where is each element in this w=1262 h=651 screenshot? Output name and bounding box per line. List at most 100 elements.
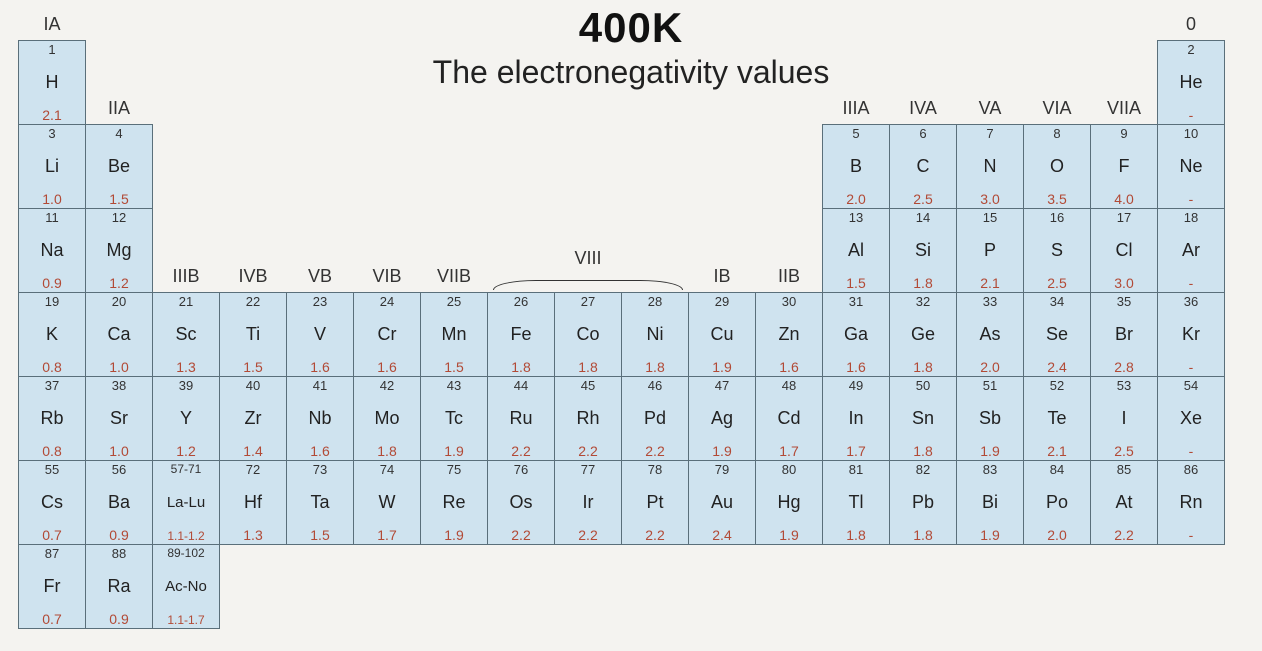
element-cell-sb: 51Sb1.9 xyxy=(956,376,1024,461)
element-symbol: C xyxy=(917,157,930,176)
atomic-number: 13 xyxy=(849,211,863,225)
element-cell-p: 15P2.1 xyxy=(956,208,1024,293)
electronegativity-value: - xyxy=(1189,276,1194,291)
element-symbol: Hg xyxy=(777,493,800,512)
element-symbol: Tl xyxy=(849,493,864,512)
electronegativity-value: 2.0 xyxy=(1047,528,1066,543)
element-cell-sc: 21Sc1.3 xyxy=(152,292,220,377)
group-label-ia: IA xyxy=(18,14,86,44)
atomic-number: 51 xyxy=(983,379,997,393)
element-symbol: Nb xyxy=(308,409,331,428)
element-cell-ra: 88Ra0.9 xyxy=(85,544,153,629)
atomic-number: 52 xyxy=(1050,379,1064,393)
element-symbol: Os xyxy=(509,493,532,512)
electronegativity-value: 2.1 xyxy=(42,108,61,123)
electronegativity-value: 0.9 xyxy=(42,276,61,291)
element-cell-ti: 22Ti1.5 xyxy=(219,292,287,377)
electronegativity-value: 1.1-1.7 xyxy=(167,614,204,627)
element-cell-ac-no: 89-102Ac-No1.1-1.7 xyxy=(152,544,220,629)
electronegativity-value: 1.9 xyxy=(712,444,731,459)
atomic-number: 84 xyxy=(1050,463,1064,477)
electronegativity-value: 2.5 xyxy=(1047,276,1066,291)
element-symbol: O xyxy=(1050,157,1064,176)
element-cell-cs: 55Cs0.7 xyxy=(18,460,86,545)
element-symbol: Mg xyxy=(106,241,131,260)
atomic-number: 83 xyxy=(983,463,997,477)
electronegativity-value: 1.0 xyxy=(109,444,128,459)
element-symbol: Mn xyxy=(441,325,466,344)
element-symbol: Xe xyxy=(1180,409,1202,428)
element-cell-ta: 73Ta1.5 xyxy=(286,460,354,545)
group-label-viib: VIIB xyxy=(420,266,488,296)
element-cell-ne: 10Ne- xyxy=(1157,124,1225,209)
element-symbol: Ga xyxy=(844,325,868,344)
element-cell-po: 84 Po 2.0 xyxy=(1023,460,1091,545)
electronegativity-value: 2.1 xyxy=(980,276,999,291)
element-cell-v: 23V1.6 xyxy=(286,292,354,377)
atomic-number: 77 xyxy=(581,463,595,477)
atomic-number: 81 xyxy=(849,463,863,477)
element-cell-ge: 32Ge1.8 xyxy=(889,292,957,377)
element-symbol: Ar xyxy=(1182,241,1200,260)
element-cell-zn: 30Zn1.6 xyxy=(755,292,823,377)
element-cell-kr: 36Kr- xyxy=(1157,292,1225,377)
element-cell-cd: 48Cd1.7 xyxy=(755,376,823,461)
element-symbol: Br xyxy=(1115,325,1133,344)
atomic-number: 37 xyxy=(45,379,59,393)
element-cell-ar: 18Ar- xyxy=(1157,208,1225,293)
element-cell-f: 9F4.0 xyxy=(1090,124,1158,209)
electronegativity-value: 2.2 xyxy=(1114,528,1133,543)
group-label-iiib: IIIB xyxy=(152,266,220,296)
electronegativity-value: 1.9 xyxy=(712,360,731,375)
atomic-number: 45 xyxy=(581,379,595,393)
electronegativity-value: 1.8 xyxy=(913,528,932,543)
element-cell-cl: 17Cl3.0 xyxy=(1090,208,1158,293)
atomic-number: 24 xyxy=(380,295,394,309)
element-symbol: S xyxy=(1051,241,1063,260)
atomic-number: 22 xyxy=(246,295,260,309)
element-symbol: Po xyxy=(1046,493,1068,512)
electronegativity-value: 1.9 xyxy=(980,528,999,543)
group-label-viia: VIIA xyxy=(1090,98,1158,128)
group-label-iia: IIA xyxy=(85,98,153,128)
atomic-number: 76 xyxy=(514,463,528,477)
element-symbol: Fr xyxy=(44,577,61,596)
electronegativity-value: 1.6 xyxy=(377,360,396,375)
element-cell-cr: 24Cr1.6 xyxy=(353,292,421,377)
title-line-2: The electronegativity values xyxy=(0,54,1262,91)
atomic-number: 55 xyxy=(45,463,59,477)
element-cell-y: 39Y1.2 xyxy=(152,376,220,461)
element-cell-rh: 45Rh2.2 xyxy=(554,376,622,461)
atomic-number: 86 xyxy=(1184,463,1198,477)
electronegativity-value: 1.3 xyxy=(243,528,262,543)
atomic-number: 25 xyxy=(447,295,461,309)
element-symbol: V xyxy=(314,325,326,344)
atomic-number: 27 xyxy=(581,295,595,309)
atomic-number: 53 xyxy=(1117,379,1131,393)
electronegativity-value: 1.2 xyxy=(109,276,128,291)
element-cell-na: 11Na0.9 xyxy=(18,208,86,293)
atomic-number: 16 xyxy=(1050,211,1064,225)
element-symbol: Al xyxy=(848,241,864,260)
group-label-iiia: IIIA xyxy=(822,98,890,128)
element-symbol: Ag xyxy=(711,409,733,428)
group-label-viii: VIII xyxy=(487,248,689,269)
element-symbol: N xyxy=(984,157,997,176)
element-symbol: Te xyxy=(1047,409,1066,428)
element-cell-ba: 56Ba0.9 xyxy=(85,460,153,545)
element-symbol: Pb xyxy=(912,493,934,512)
element-symbol: Cd xyxy=(777,409,800,428)
atomic-number: 29 xyxy=(715,295,729,309)
element-symbol: Zn xyxy=(778,325,799,344)
atomic-number: 30 xyxy=(782,295,796,309)
element-cell-i: 53I2.5 xyxy=(1090,376,1158,461)
element-symbol: As xyxy=(979,325,1000,344)
element-symbol: Se xyxy=(1046,325,1068,344)
element-symbol: In xyxy=(848,409,863,428)
atomic-number: 3 xyxy=(48,127,55,141)
group-label-ib: IB xyxy=(688,266,756,296)
atomic-number: 87 xyxy=(45,547,59,561)
element-symbol: Li xyxy=(45,157,59,176)
element-symbol: Ni xyxy=(647,325,664,344)
element-cell-la-lu: 57-71La-Lu1.1-1.2 xyxy=(152,460,220,545)
